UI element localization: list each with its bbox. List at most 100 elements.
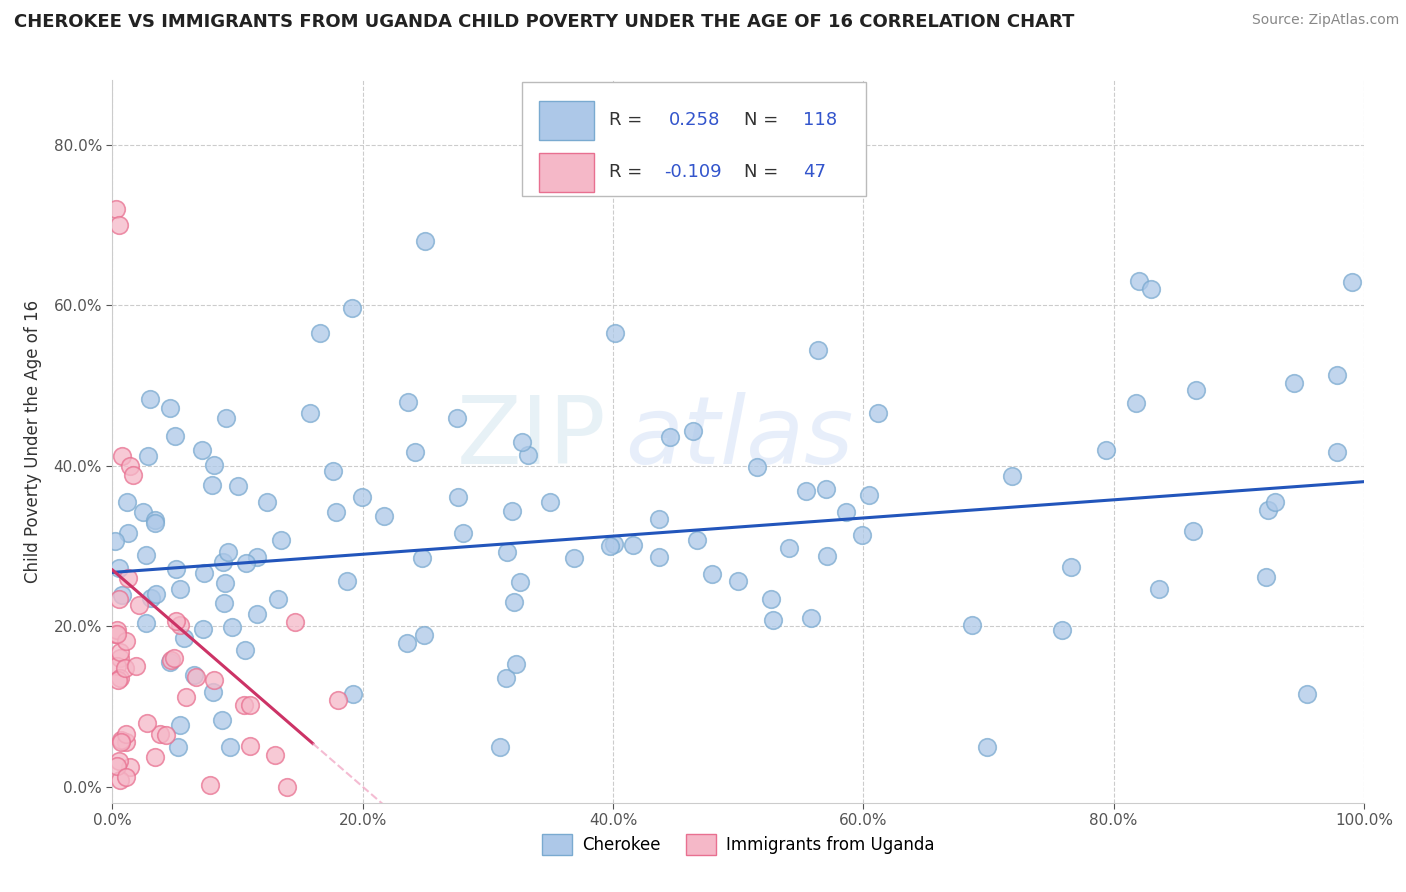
Point bbox=[169, 582, 191, 596]
Text: R =: R = bbox=[609, 163, 648, 181]
Point bbox=[115, 735, 138, 749]
Point bbox=[193, 566, 215, 580]
Point bbox=[191, 622, 214, 636]
Point bbox=[976, 739, 998, 754]
Point bbox=[412, 628, 434, 642]
Point bbox=[800, 611, 823, 625]
Point bbox=[501, 504, 523, 518]
Point bbox=[868, 407, 890, 421]
Point bbox=[815, 549, 838, 564]
FancyBboxPatch shape bbox=[538, 101, 595, 139]
Point bbox=[204, 458, 226, 473]
Point bbox=[108, 592, 131, 607]
Point bbox=[1147, 582, 1170, 596]
Point bbox=[165, 614, 187, 628]
Point bbox=[686, 533, 709, 548]
Point bbox=[1256, 570, 1278, 584]
Point bbox=[108, 561, 131, 575]
Point bbox=[446, 410, 468, 425]
Point bbox=[1296, 687, 1319, 701]
Point bbox=[108, 651, 131, 665]
Point bbox=[226, 479, 249, 493]
Point bbox=[509, 574, 531, 589]
Point bbox=[165, 429, 187, 443]
Point bbox=[1264, 494, 1286, 508]
Point bbox=[246, 549, 269, 564]
Point bbox=[264, 747, 287, 762]
Point bbox=[239, 739, 262, 754]
Text: -0.109: -0.109 bbox=[664, 163, 721, 181]
Point bbox=[145, 516, 167, 531]
Point bbox=[603, 537, 626, 551]
Point bbox=[132, 505, 155, 519]
Point bbox=[284, 615, 307, 629]
Point bbox=[122, 468, 145, 483]
Text: ZIP: ZIP bbox=[457, 392, 607, 484]
Text: N =: N = bbox=[744, 163, 785, 181]
Point bbox=[659, 429, 682, 443]
Point bbox=[1257, 503, 1279, 517]
Point bbox=[727, 574, 749, 589]
Point bbox=[167, 739, 190, 754]
Point bbox=[143, 513, 166, 527]
Point bbox=[503, 594, 526, 608]
Point bbox=[159, 401, 181, 416]
Point bbox=[201, 478, 224, 492]
Point bbox=[807, 343, 830, 357]
Point bbox=[217, 545, 239, 559]
Point bbox=[404, 445, 426, 459]
Point bbox=[110, 732, 132, 747]
Point bbox=[1128, 274, 1150, 288]
Point bbox=[538, 495, 561, 509]
Point bbox=[648, 512, 671, 526]
Point bbox=[1340, 276, 1362, 290]
Point bbox=[342, 687, 364, 701]
Point bbox=[451, 526, 474, 541]
Point bbox=[104, 626, 127, 640]
Point bbox=[104, 533, 127, 548]
Point bbox=[396, 635, 419, 649]
Point bbox=[108, 754, 131, 768]
Text: 47: 47 bbox=[803, 163, 827, 181]
Point bbox=[169, 718, 191, 732]
Point bbox=[105, 758, 128, 772]
Point bbox=[128, 599, 150, 613]
Point bbox=[517, 449, 540, 463]
Point bbox=[326, 693, 349, 707]
Point bbox=[276, 780, 298, 794]
Point bbox=[117, 526, 139, 541]
Point bbox=[1282, 376, 1305, 391]
Point bbox=[198, 778, 221, 792]
Point bbox=[145, 587, 167, 601]
Point bbox=[120, 759, 142, 773]
Point bbox=[173, 632, 195, 646]
Point bbox=[1125, 396, 1147, 410]
Point bbox=[159, 653, 181, 667]
Point bbox=[108, 645, 131, 659]
Point bbox=[336, 574, 359, 588]
Point bbox=[1060, 560, 1083, 574]
Point bbox=[110, 735, 132, 749]
Point bbox=[648, 549, 671, 564]
Text: 0.258: 0.258 bbox=[669, 111, 721, 129]
Y-axis label: Child Poverty Under the Age of 16: Child Poverty Under the Age of 16 bbox=[24, 300, 42, 583]
Text: Source: ZipAtlas.com: Source: ZipAtlas.com bbox=[1251, 13, 1399, 28]
Point bbox=[212, 555, 235, 569]
Point bbox=[256, 494, 278, 508]
FancyBboxPatch shape bbox=[522, 82, 866, 196]
Point bbox=[352, 491, 374, 505]
Text: N =: N = bbox=[744, 111, 785, 129]
Point bbox=[239, 698, 262, 712]
Point bbox=[246, 607, 269, 621]
Point bbox=[960, 618, 983, 632]
Point bbox=[325, 505, 347, 519]
Point bbox=[342, 301, 364, 315]
Point bbox=[105, 627, 128, 641]
Point bbox=[165, 562, 187, 576]
Point bbox=[1326, 368, 1348, 383]
Point bbox=[796, 484, 818, 499]
Point bbox=[745, 460, 768, 475]
Point bbox=[105, 659, 128, 673]
Point bbox=[623, 538, 645, 552]
Point bbox=[135, 549, 157, 563]
